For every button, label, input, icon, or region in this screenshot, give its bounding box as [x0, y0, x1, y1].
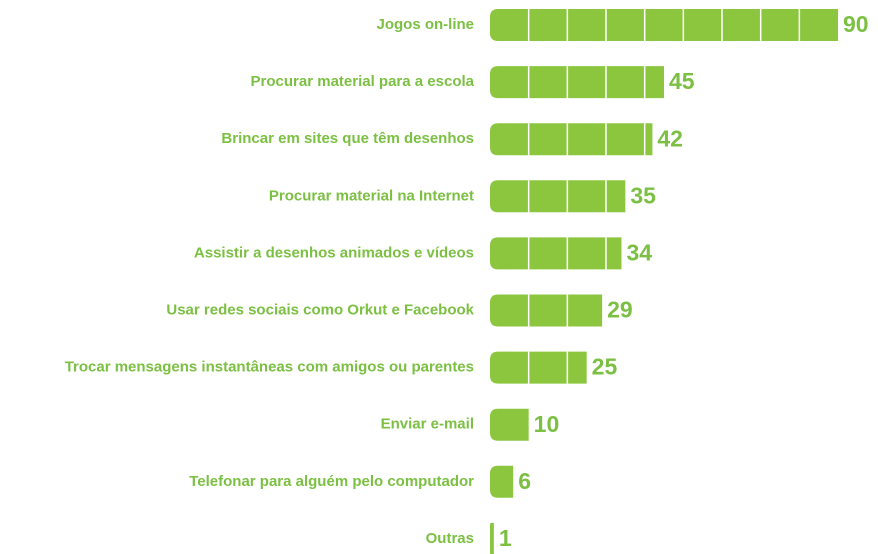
- value-label: 35: [630, 182, 656, 208]
- value-label: 10: [534, 411, 560, 437]
- bar: [490, 294, 603, 327]
- bar: [490, 66, 664, 99]
- bar: [490, 237, 622, 270]
- value-label: 1: [499, 525, 512, 551]
- category-label: Usar redes sociais como Orkut e Facebook: [166, 301, 474, 318]
- value-label: 45: [669, 68, 695, 94]
- value-label: 6: [518, 468, 531, 494]
- value-label: 34: [626, 239, 652, 265]
- value-label: 90: [843, 11, 869, 37]
- bar: [490, 408, 529, 441]
- category-label: Procurar material na Internet: [269, 187, 474, 204]
- category-label: Enviar e-mail: [381, 416, 474, 433]
- category-label: Brincar em sites que têm desenhos: [221, 130, 474, 147]
- bar: [490, 351, 587, 384]
- category-label: Trocar mensagens instantâneas com amigos…: [65, 359, 474, 376]
- category-label: Telefonar para alguém pelo computador: [189, 473, 474, 490]
- bar: [490, 9, 838, 41]
- bar: [490, 123, 653, 156]
- category-label: Outras: [426, 530, 474, 547]
- value-label: 42: [657, 125, 683, 151]
- category-label: Jogos on-line: [377, 16, 475, 33]
- bar: [490, 180, 626, 213]
- value-label: 29: [607, 297, 633, 323]
- bar: [490, 465, 514, 498]
- category-label: Assistir a desenhos animados e vídeos: [194, 244, 474, 261]
- bar: [490, 522, 494, 554]
- category-label: Procurar material para a escola: [251, 73, 475, 90]
- value-label: 25: [592, 354, 618, 380]
